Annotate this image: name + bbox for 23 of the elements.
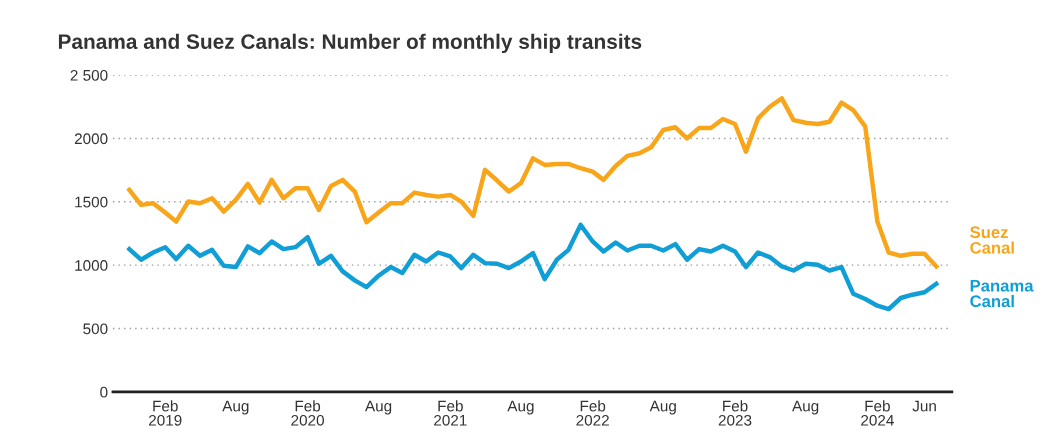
x-tick-label: Aug [649,400,676,415]
y-tick-label: 2000 [74,133,108,145]
x-tick-label: Feb 2023 [718,400,752,426]
y-tick-label: 2 500 [70,69,108,81]
x-tick-label: Jun [912,400,936,412]
text: Suez Canal [970,226,1014,254]
text: Panama Canal [970,279,1034,308]
x-tick-label: Feb 2021 [434,400,467,426]
line-series [127,96,939,269]
x-tick-label: Feb 2019 [149,400,182,426]
y-tick-label: 1000 [75,260,108,271]
x-tick-label: Aug [507,400,534,415]
x-tick-label: Feb 2020 [291,400,324,426]
x-tick-label: Aug [365,400,392,415]
x-tick-label: Feb 2022 [576,400,609,426]
chart-title: Panama and Suez Canals: Number of monthly ship transits [58,33,642,54]
line-series [127,222,939,312]
y-tick-label: 1500 [75,196,108,208]
x-tick-label: Aug [792,400,819,415]
y-tick-label: 0 [100,386,108,398]
x-tick-label: Feb 2024 [861,400,894,426]
y-tick-label: 500 [83,323,108,335]
x-tick-label: Aug [222,400,249,415]
